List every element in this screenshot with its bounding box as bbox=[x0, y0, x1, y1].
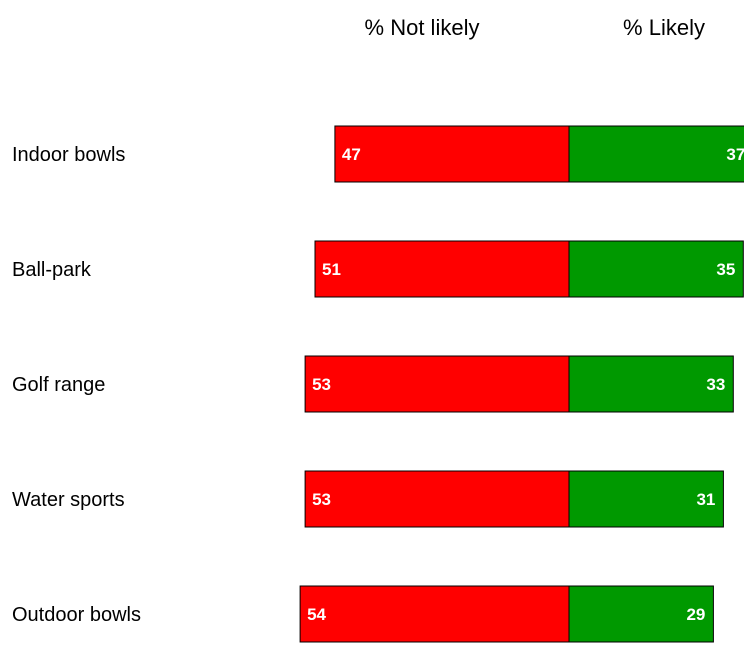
bar-likely bbox=[568, 470, 724, 528]
value-label-likely: 29 bbox=[686, 605, 705, 624]
value-label-likely: 33 bbox=[706, 375, 725, 394]
category-label: Golf range bbox=[12, 374, 105, 396]
bar-not-likely bbox=[334, 125, 570, 183]
category-label: Water sports bbox=[12, 489, 125, 511]
bar-likely bbox=[568, 240, 744, 298]
value-label-not-likely: 53 bbox=[312, 375, 331, 394]
value-label-not-likely: 53 bbox=[312, 490, 331, 509]
series-header-not-likely: % Not likely bbox=[365, 15, 480, 40]
value-label-not-likely: 47 bbox=[342, 145, 361, 164]
bar-not-likely bbox=[304, 355, 570, 413]
series-header-likely: % Likely bbox=[623, 15, 705, 40]
bar-likely bbox=[568, 125, 744, 183]
bar-likely bbox=[568, 355, 734, 413]
value-label-not-likely: 54 bbox=[307, 605, 326, 624]
value-label-likely: 35 bbox=[716, 260, 735, 279]
value-label-likely: 37 bbox=[726, 145, 744, 164]
category-label: Outdoor bowls bbox=[12, 604, 141, 626]
value-label-likely: 31 bbox=[696, 490, 715, 509]
value-label-not-likely: 51 bbox=[322, 260, 341, 279]
bar-not-likely bbox=[304, 470, 570, 528]
category-label: Indoor bowls bbox=[12, 144, 125, 166]
chart-rows: Indoor bowls 47 37 Ball-park 51 35 Golf range 5… bbox=[12, 125, 744, 643]
category-label: Ball-park bbox=[12, 259, 92, 281]
bar-not-likely bbox=[314, 240, 570, 298]
bar-likely bbox=[568, 585, 714, 643]
bar-not-likely bbox=[299, 585, 570, 643]
